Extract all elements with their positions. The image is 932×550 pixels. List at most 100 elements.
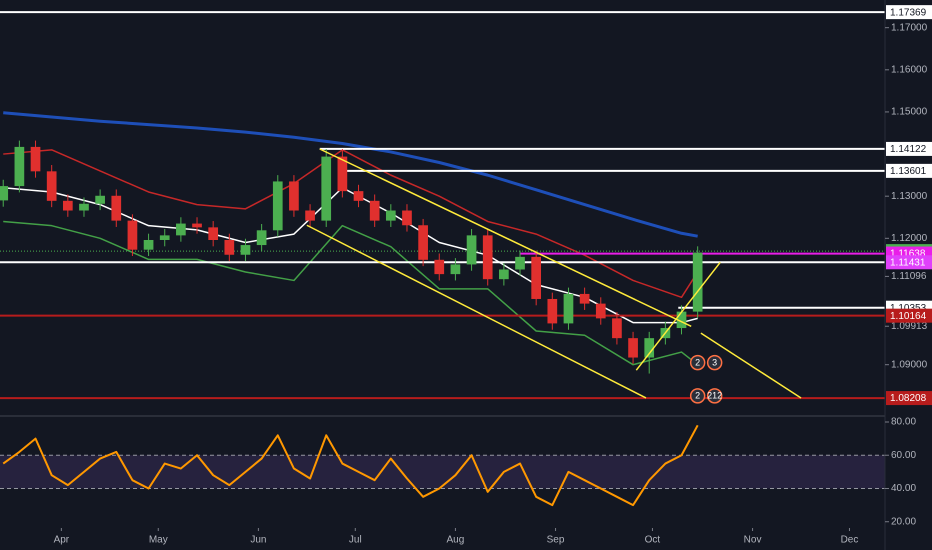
y-tick-label: 1.12000 [891,233,928,244]
candle-body [192,223,202,228]
indicator-line [3,149,699,299]
x-tick-label: Oct [645,535,661,546]
price-label: 1.11431 [890,257,926,268]
trendline [700,332,802,399]
y-tick-label: 1.09000 [891,359,928,370]
candle-body [176,223,186,236]
event-count: 3 [712,357,717,367]
x-tick-label: Jun [250,535,266,546]
y-tick-label: 1.15000 [891,107,928,118]
y-tick-label: 1.16000 [891,64,928,75]
candle-body [434,259,445,275]
candle-body [353,191,364,201]
trendline [306,224,647,399]
candle-body [62,200,73,211]
x-tick-label: Jul [349,535,362,546]
x-tick-label: Apr [54,535,70,546]
event-badge [689,354,706,371]
candle-body [208,227,219,241]
price-label-box [886,255,932,270]
candle-body [466,235,477,265]
candle-body [224,240,235,255]
candle-body [159,235,170,241]
price-label: 1.10353 [890,303,927,314]
event-count: 2 [695,357,700,367]
candle-body [111,195,122,221]
y-tick-label: 40.00 [891,483,916,494]
x-tick-label: Dec [841,535,859,546]
candle-body [692,252,703,312]
candle-body [612,318,622,339]
indicator-line [3,111,698,238]
event-badge [689,388,706,404]
candle-body [369,200,380,221]
candle-body [579,293,590,304]
indicator-line [3,220,699,366]
candle-body [289,181,299,211]
price-label-box [886,141,932,156]
candle-body [337,156,348,192]
trendline [635,261,721,371]
candle-body [127,220,138,250]
candle-body [272,181,283,231]
y-tick-label: 1.13000 [891,191,928,202]
candle-body [30,146,41,172]
rsi-band [0,455,885,489]
candle-body [628,338,638,358]
y-tick-label: 1.17000 [891,22,928,33]
price-label-box [886,163,932,178]
candle-body [676,311,687,329]
candle-body [418,225,428,260]
y-tick-label: 20.00 [891,516,916,527]
candle-body [143,240,154,250]
price-label: 1.10164 [890,311,927,322]
candle-body [482,235,493,280]
rsi-line [2,424,699,507]
price-label: 1.08208 [890,393,927,404]
event-badge [706,388,723,404]
price-label: 1.14122 [890,144,927,155]
candle-body [95,195,105,204]
axes: 1.17000 1.16000 1.15000 1.13000 1.12000 1.110… [54,5,932,546]
indicator-line [3,187,698,324]
event-count: 212 [707,391,722,401]
candle-body [79,203,89,211]
candle-body [563,293,574,324]
candle-body [14,146,25,187]
price-pane: 2 3 2 212 [0,11,885,404]
rsi-pane [0,424,885,507]
candle-body [256,230,267,246]
price-label-box [886,391,932,406]
trendline [319,148,692,328]
y-tick-label: 80.00 [891,417,916,428]
x-tick-label: Nov [744,535,762,546]
candle-body [450,264,461,275]
candle-body [305,210,315,221]
price-label: 1.11638 [890,249,926,260]
y-tick-label: 1.11096 [891,271,927,282]
candle-body [531,256,542,299]
candle-body [0,186,9,201]
candle-body [515,256,525,270]
event-count: 2 [695,391,700,401]
price-label-box [886,308,932,323]
candle-body [595,303,606,319]
candle-body [321,156,332,221]
candle-body [385,210,396,221]
y-tick-label: 60.00 [891,450,916,461]
candle-body [240,245,251,255]
candle-body [402,210,412,226]
event-badge [706,354,723,371]
price-label: 1.13601 [890,166,927,177]
x-tick-label: Sep [547,535,565,546]
price-label: 1.17369 [890,7,927,18]
price-label-box [886,5,932,20]
x-tick-label: Aug [447,535,465,546]
x-tick-label: May [149,535,168,546]
candle-body [499,269,509,280]
y-tick-label: 1.09913 [891,321,928,332]
candle-body [547,298,558,324]
candle-body [644,338,655,358]
